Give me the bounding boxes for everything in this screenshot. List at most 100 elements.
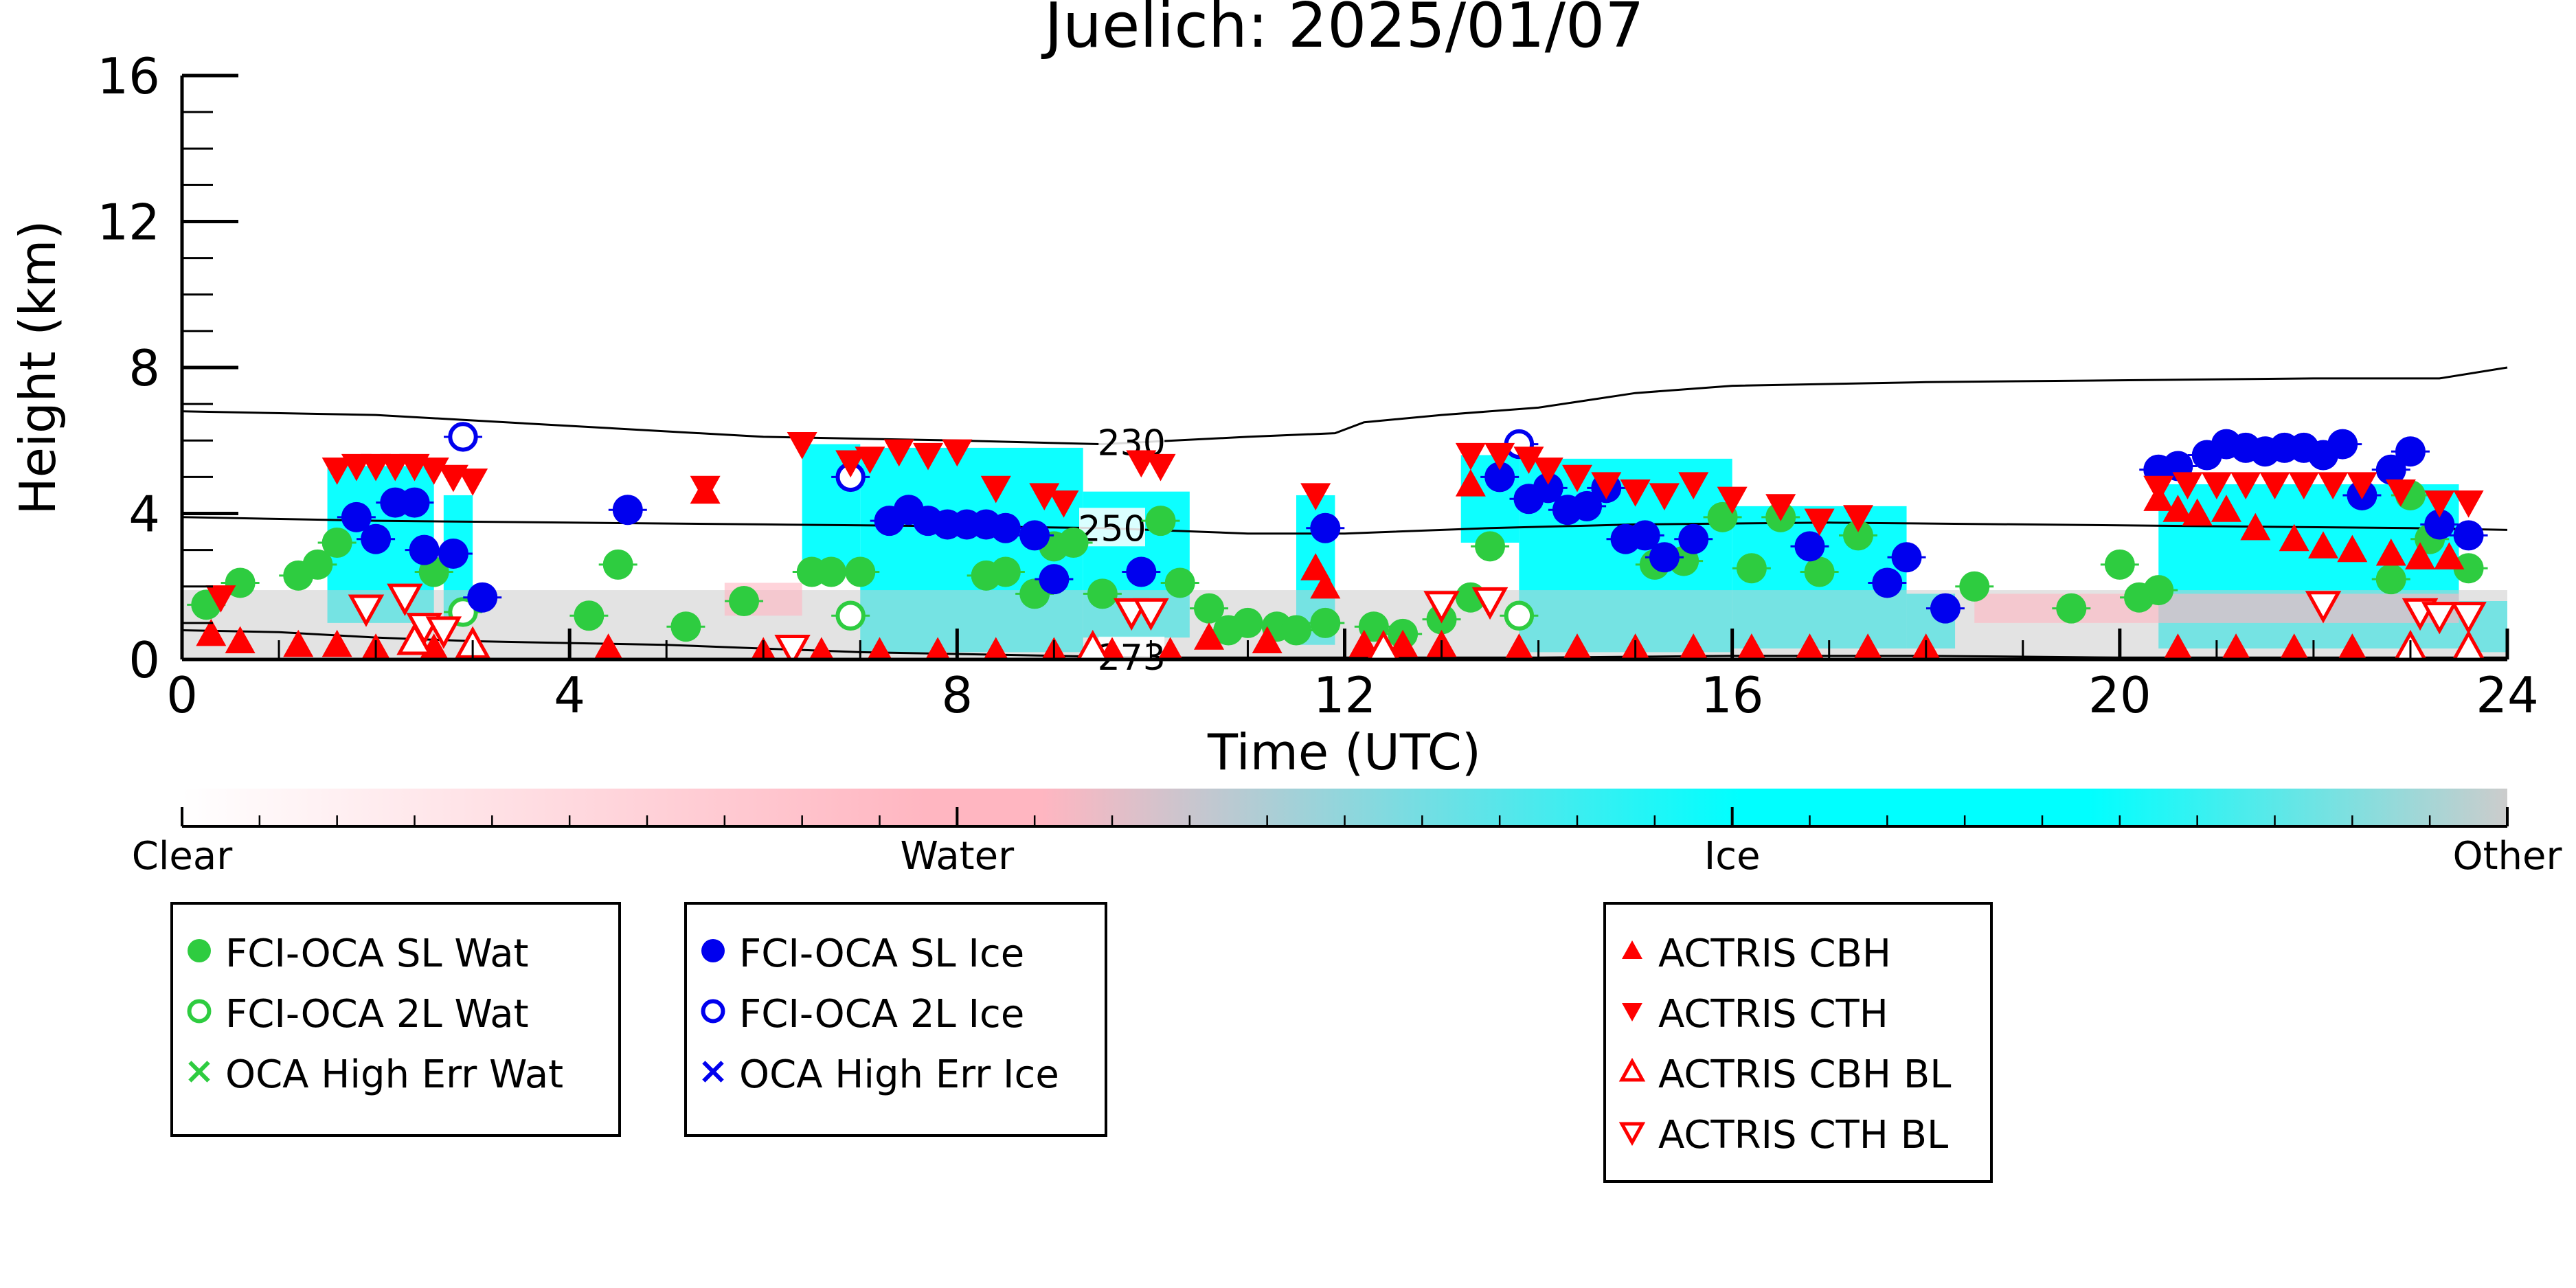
data-point bbox=[321, 457, 352, 485]
data-point bbox=[1194, 622, 1225, 650]
chart-title: Juelich: 2025/01/07 bbox=[1041, 0, 1644, 62]
x-marker-stroke bbox=[188, 1061, 210, 1083]
x-tick-label: 24 bbox=[2476, 666, 2539, 724]
data-point bbox=[1649, 542, 1680, 573]
data-point bbox=[361, 523, 392, 554]
data-point bbox=[1737, 633, 1766, 659]
data-point bbox=[1843, 505, 1874, 532]
x-tick-label: 20 bbox=[2088, 666, 2151, 724]
data-point bbox=[1058, 528, 1089, 558]
data-point bbox=[1471, 587, 1509, 620]
data-point bbox=[1959, 571, 1990, 602]
data-point bbox=[2347, 472, 2377, 499]
legend-label: ACTRIS CTH BL bbox=[1658, 1113, 1948, 1157]
data-point bbox=[2056, 593, 2087, 624]
data-point bbox=[196, 618, 227, 646]
data-point bbox=[1388, 629, 1419, 657]
data-point bbox=[2385, 479, 2416, 507]
data-point bbox=[1562, 464, 1592, 493]
colorbar-label-clear: Clear bbox=[132, 834, 233, 879]
x-tick-label: 16 bbox=[1701, 666, 1764, 724]
data-point bbox=[1145, 453, 1176, 482]
data-point bbox=[2211, 495, 2241, 522]
data-point bbox=[1930, 593, 1961, 624]
data-point bbox=[2104, 549, 2135, 580]
data-point bbox=[1678, 472, 1709, 499]
data-point bbox=[1280, 615, 1311, 646]
data-point bbox=[2279, 523, 2309, 552]
legend-label: ACTRIS CBH bbox=[1658, 931, 1891, 976]
data-point bbox=[1194, 593, 1225, 624]
legend-frame bbox=[1603, 902, 1993, 1183]
data-point bbox=[341, 453, 372, 482]
data-point bbox=[2308, 531, 2339, 558]
water-region bbox=[1974, 594, 2459, 623]
y-tick-label: 16 bbox=[97, 47, 160, 105]
data-point bbox=[1019, 520, 1050, 551]
legend-label: ACTRIS CBH BL bbox=[1658, 1052, 1951, 1097]
y-tick-label: 0 bbox=[128, 631, 160, 689]
data-point bbox=[2201, 472, 2232, 499]
data-point bbox=[1039, 564, 1070, 595]
data-point bbox=[729, 586, 760, 616]
data-point bbox=[2375, 538, 2406, 566]
data-point bbox=[302, 549, 333, 580]
data-point bbox=[1366, 629, 1400, 659]
data-point bbox=[913, 442, 944, 471]
x-marker-stroke bbox=[702, 1061, 724, 1083]
data-point bbox=[1804, 556, 1835, 587]
data-point bbox=[867, 637, 892, 659]
data-point bbox=[855, 447, 885, 474]
data-point bbox=[380, 453, 411, 482]
data-point bbox=[1455, 442, 1486, 471]
legends: FCI-OCA SL Wat FCI-OCA 2L Wat OCA High Err… bbox=[170, 902, 1993, 1183]
data-point bbox=[845, 556, 876, 587]
data-point bbox=[1300, 553, 1331, 580]
data-point bbox=[1513, 447, 1544, 474]
legend-marker bbox=[187, 999, 212, 1024]
data-point bbox=[2143, 475, 2174, 504]
legend-marker bbox=[188, 939, 211, 962]
data-point bbox=[1232, 607, 1263, 638]
legend-marker bbox=[1622, 940, 1642, 959]
data-point bbox=[2450, 602, 2487, 635]
data-point bbox=[1423, 591, 1460, 624]
data-point bbox=[1765, 494, 1796, 521]
data-point bbox=[205, 585, 236, 613]
data-point bbox=[1484, 442, 1515, 471]
data-point bbox=[1736, 553, 1767, 584]
data-point bbox=[1620, 479, 1651, 507]
data-point bbox=[1048, 490, 1079, 518]
data-point bbox=[1795, 633, 1824, 659]
data-point bbox=[2375, 564, 2406, 595]
data-point bbox=[321, 528, 352, 558]
data-point bbox=[2337, 534, 2368, 563]
data-point bbox=[809, 637, 835, 659]
data-point bbox=[2143, 575, 2174, 606]
data-point bbox=[1475, 531, 1506, 562]
data-point bbox=[2338, 633, 2367, 659]
data-point bbox=[670, 611, 701, 642]
data-point bbox=[2395, 436, 2426, 467]
data-point bbox=[925, 637, 951, 659]
data-point bbox=[2452, 629, 2485, 659]
data-point bbox=[1157, 637, 1183, 659]
data-point bbox=[1484, 462, 1515, 493]
data-point bbox=[321, 629, 352, 657]
data-point bbox=[438, 538, 468, 569]
series-actris-cth bbox=[205, 431, 2484, 613]
data-point bbox=[1133, 598, 1169, 631]
x-axis-label: Time (UTC) bbox=[1207, 723, 1481, 781]
data-point bbox=[1679, 633, 1708, 659]
data-point bbox=[2162, 495, 2193, 522]
data-point bbox=[602, 549, 633, 580]
y-tick-label: 4 bbox=[128, 486, 160, 543]
legend-marker bbox=[1618, 1122, 1646, 1146]
colorbar-label-ice: Ice bbox=[1704, 834, 1761, 879]
data-point bbox=[1310, 571, 1341, 599]
data-point bbox=[348, 594, 385, 627]
data-point bbox=[457, 468, 488, 496]
data-point bbox=[2279, 633, 2309, 659]
legend-label: ACTRIS CTH bbox=[1658, 992, 1888, 1037]
